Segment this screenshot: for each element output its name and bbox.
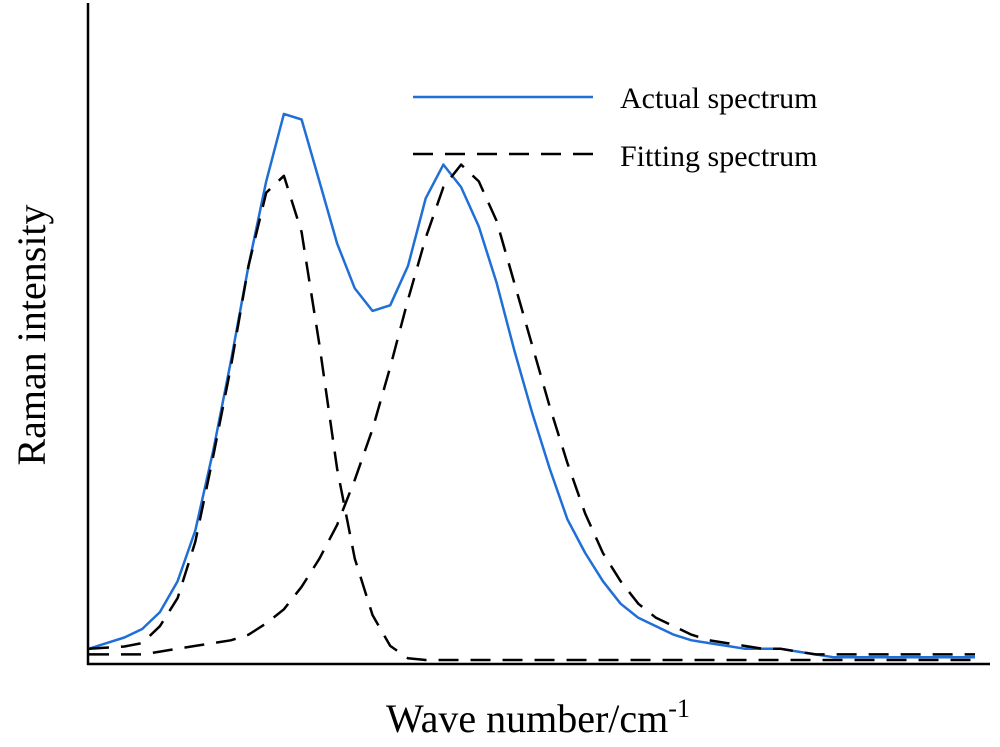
legend: Actual spectrum Fitting spectrum [413,82,818,173]
y-axis-title: Raman intensity [9,204,54,465]
x-axis-title: Wave number/cm-1 [386,694,690,741]
series-line-0 [88,112,975,659]
x-axis-title-main: Wave number/cm [386,696,668,741]
series-line-1 [88,174,975,662]
legend-label-actual: Actual spectrum [620,82,817,115]
x-axis-title-superscript: -1 [668,694,690,723]
legend-label-fitting: Fitting spectrum [620,140,818,173]
plot-area [88,112,975,662]
